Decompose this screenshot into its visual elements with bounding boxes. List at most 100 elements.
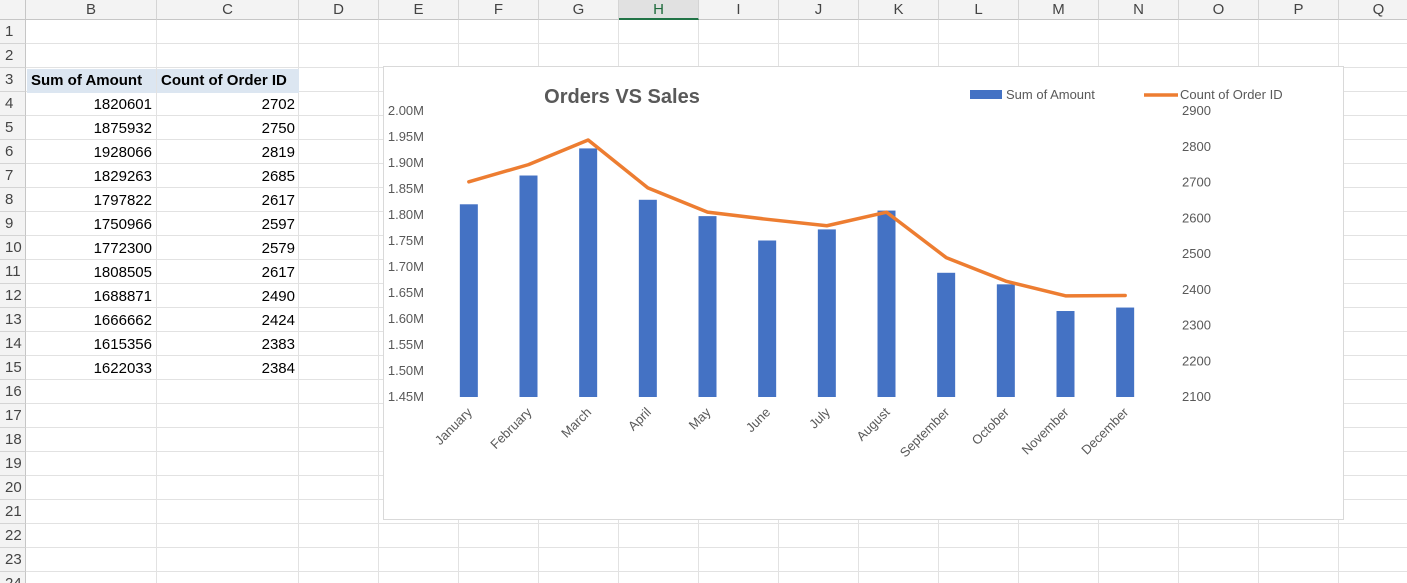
y-tick-label: 1.80M — [388, 207, 424, 222]
row-header-2[interactable]: 2 — [0, 44, 26, 68]
x-tick-label: February — [487, 404, 535, 452]
bar-october — [996, 284, 1015, 397]
select-all-corner[interactable] — [0, 0, 26, 20]
row-header-21[interactable]: 21 — [0, 500, 26, 524]
row-header-11[interactable]: 11 — [0, 260, 26, 284]
row-header-13[interactable]: 13 — [0, 308, 26, 332]
y-tick-label: 1.50M — [388, 363, 424, 378]
bar-november — [1056, 311, 1075, 397]
row-header-22[interactable]: 22 — [0, 524, 26, 548]
column-header-p[interactable]: P — [1259, 0, 1339, 20]
row-header-17[interactable]: 17 — [0, 404, 26, 428]
pivot-cell-count[interactable]: 2490 — [261, 288, 295, 305]
row-header-16[interactable]: 16 — [0, 380, 26, 404]
row-header-19[interactable]: 19 — [0, 452, 26, 476]
pivot-cell-count[interactable]: 2750 — [261, 120, 295, 137]
row-header-18[interactable]: 18 — [0, 428, 26, 452]
pivot-cell-count[interactable]: 2424 — [261, 312, 295, 329]
bar-june — [758, 240, 777, 397]
column-header-n[interactable]: N — [1099, 0, 1179, 20]
column-header-f[interactable]: F — [459, 0, 539, 20]
pivot-cell-count[interactable]: 2579 — [261, 240, 295, 257]
x-axis: January February March April May June July Augu… — [432, 404, 1132, 460]
x-tick-label: June — [743, 405, 774, 436]
secondary-y-axis: 2100 2200 2300 2400 2500 2600 2700 2800 2900 — [1182, 103, 1211, 404]
bar-april — [638, 199, 657, 397]
pivot-cell-amount[interactable]: 1808505 — [93, 264, 152, 281]
pivot-cell-amount[interactable]: 1666662 — [93, 312, 152, 329]
legend-label-count-of-order-id: Count of Order ID — [1180, 87, 1283, 102]
pivot-header-sum-of-amount[interactable]: Sum of Amount — [27, 69, 156, 93]
pivot-cell-count[interactable]: 2597 — [261, 216, 295, 233]
row-header-14[interactable]: 14 — [0, 332, 26, 356]
pivot-cell-amount[interactable]: 1750966 — [93, 216, 152, 233]
y2-tick-label: 2200 — [1182, 353, 1211, 368]
column-header-j[interactable]: J — [779, 0, 859, 20]
column-header-d[interactable]: D — [299, 0, 379, 20]
row-gridline — [26, 547, 1407, 548]
x-tick-label: January — [432, 404, 476, 448]
pivot-cell-amount[interactable]: 1772300 — [93, 240, 152, 257]
row-header-7[interactable]: 7 — [0, 164, 26, 188]
y-tick-label: 2.00M — [388, 103, 424, 118]
row-header-9[interactable]: 9 — [0, 212, 26, 236]
y-tick-label: 1.85M — [388, 181, 424, 196]
y-tick-label: 1.75M — [388, 233, 424, 248]
x-tick-label: October — [969, 404, 1013, 448]
pivot-cell-amount[interactable]: 1622033 — [93, 360, 152, 377]
column-header-l[interactable]: L — [939, 0, 1019, 20]
y-tick-label: 1.60M — [388, 311, 424, 326]
pivot-cell-count[interactable]: 2819 — [261, 144, 295, 161]
row-header-10[interactable]: 10 — [0, 236, 26, 260]
column-header-o[interactable]: O — [1179, 0, 1259, 20]
pivot-cell-amount[interactable]: 1928066 — [93, 144, 152, 161]
column-header-c[interactable]: C — [157, 0, 299, 20]
column-header-g[interactable]: G — [539, 0, 619, 20]
row-header-15[interactable]: 15 — [0, 356, 26, 380]
column-header-h[interactable]: H — [619, 0, 699, 20]
column-header-m[interactable]: M — [1019, 0, 1099, 20]
row-header-8[interactable]: 8 — [0, 188, 26, 212]
row-header-24[interactable]: 24 — [0, 572, 26, 583]
pivot-cell-amount[interactable]: 1615356 — [93, 336, 152, 353]
column-gridline — [156, 20, 157, 583]
pivot-cell-count[interactable]: 2617 — [261, 192, 295, 209]
pivot-cell-count[interactable]: 2685 — [261, 168, 295, 185]
row-header-23[interactable]: 23 — [0, 548, 26, 572]
row-header-20[interactable]: 20 — [0, 476, 26, 500]
bar-january — [459, 204, 478, 397]
pivot-cell-amount[interactable]: 1829263 — [93, 168, 152, 185]
row-header-12[interactable]: 12 — [0, 284, 26, 308]
pivot-cell-amount[interactable]: 1820601 — [93, 96, 152, 113]
pivot-cell-count[interactable]: 2617 — [261, 264, 295, 281]
pivot-cell-amount[interactable]: 1797822 — [93, 192, 152, 209]
pivot-cell-count[interactable]: 2384 — [261, 360, 295, 377]
column-header-e[interactable]: E — [379, 0, 459, 20]
chart-legend: Sum of Amount Count of Order ID — [970, 87, 1283, 102]
row-header-6[interactable]: 6 — [0, 140, 26, 164]
x-tick-label: November — [1019, 404, 1072, 457]
x-tick-label: September — [897, 404, 953, 460]
bar-february — [519, 175, 538, 397]
pivot-header-count-of-order-id[interactable]: Count of Order ID — [157, 69, 299, 93]
x-tick-label: April — [625, 404, 654, 433]
row-header-3[interactable]: 3 — [0, 68, 26, 92]
pivot-cell-count[interactable]: 2383 — [261, 336, 295, 353]
y2-tick-label: 2900 — [1182, 103, 1211, 118]
pivot-cell-amount[interactable]: 1688871 — [93, 288, 152, 305]
column-header-i[interactable]: I — [699, 0, 779, 20]
y2-tick-label: 2600 — [1182, 210, 1211, 225]
row-header-5[interactable]: 5 — [0, 116, 26, 140]
column-header-k[interactable]: K — [859, 0, 939, 20]
row-header-4[interactable]: 4 — [0, 92, 26, 116]
pivot-cell-count[interactable]: 2702 — [261, 96, 295, 113]
row-header-1[interactable]: 1 — [0, 20, 26, 44]
orders-vs-sales-chart[interactable]: Orders VS Sales Sum of Amount Count of Or… — [383, 66, 1344, 520]
row-gridline — [26, 43, 1407, 44]
pivot-cell-amount[interactable]: 1875932 — [93, 120, 152, 137]
bar-december — [1116, 307, 1135, 397]
bar-august — [877, 210, 896, 397]
column-header-b[interactable]: B — [26, 0, 157, 20]
column-header-q[interactable]: Q — [1339, 0, 1407, 20]
